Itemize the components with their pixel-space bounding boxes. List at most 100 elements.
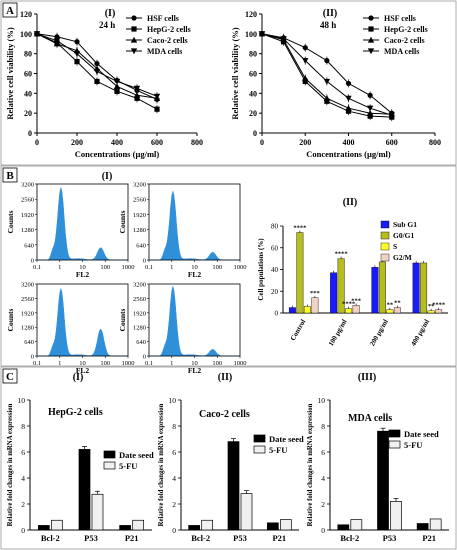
category-label: P53	[383, 533, 397, 543]
x-tick-label: 200	[71, 138, 83, 147]
bar-date-seed	[377, 430, 389, 531]
x-tick-label: 1000	[234, 360, 247, 367]
y-tick-label: 80	[271, 223, 279, 231]
legend-swatch	[380, 220, 390, 229]
bar-date-seed	[37, 525, 50, 531]
bar-5-fu	[240, 493, 253, 531]
category-label: P53	[84, 533, 98, 543]
y-axis-label: Counts	[118, 210, 127, 233]
y-axis-label: Counts	[6, 210, 15, 233]
legend-marker	[368, 15, 374, 21]
y-tick-label: 0	[31, 354, 34, 361]
legend-marker	[368, 26, 374, 32]
data-point	[280, 36, 287, 42]
y-tick-label: 6	[21, 448, 25, 457]
legend-label: MDA cells	[384, 47, 419, 56]
data-point	[345, 80, 352, 87]
legend-marker	[367, 48, 375, 55]
bar-s	[427, 310, 435, 314]
legend-marker	[367, 36, 375, 43]
y-tick-label: 60	[249, 70, 257, 79]
y-tick-label: 80	[24, 50, 32, 59]
panel-subtitle: 24 h	[99, 20, 115, 30]
x-axis-label: FL2	[188, 366, 202, 375]
y-tick-label: 100	[245, 30, 257, 39]
x-axis-label: Concentrations (µg/ml)	[75, 149, 160, 159]
bar-g2-m	[311, 297, 319, 314]
y-tick-label: 4	[172, 474, 176, 483]
histogram-2: 0 640 1280 1920 2560 3200 0.1 1 10 100 1000 FL2 Coun…	[118, 182, 247, 280]
bar-sub-g1	[412, 262, 420, 314]
legend-label: MDA cells	[147, 47, 182, 56]
panel-a-frame	[0, 0, 457, 166]
data-point	[323, 95, 331, 101]
significance-label: ****	[342, 301, 355, 308]
y-tick-label: 40	[271, 266, 279, 274]
x-tick-label: 0	[260, 138, 264, 147]
legend-label: HepG-2 cells	[147, 25, 191, 34]
legend-marker	[131, 15, 137, 21]
y-tick-label: 0	[21, 526, 25, 535]
significance-label: ***	[351, 297, 361, 304]
significance-label: **	[394, 300, 401, 307]
bar-date-seed	[119, 525, 132, 531]
y-tick-label: 3200	[21, 282, 34, 289]
y-tick-label: 10	[18, 396, 26, 405]
data-point	[367, 92, 373, 98]
legend-label: HSF cells	[384, 14, 416, 23]
y-tick-label: 10	[169, 396, 177, 405]
x-tick-label: 800	[191, 138, 203, 147]
y-tick-label: 40	[24, 89, 32, 98]
y-tick-label: 0	[321, 526, 325, 535]
data-point	[302, 45, 308, 51]
bar-s	[303, 306, 311, 314]
significance-label: **	[387, 302, 394, 309]
y-axis-label: Relative fold changes in mRNA expression	[307, 403, 314, 526]
chart-title: HepG-2 cells	[48, 407, 103, 418]
legend-swatch	[103, 450, 116, 459]
x-tick-label: 0.1	[33, 264, 41, 271]
y-tick-label: 2	[321, 500, 325, 509]
significance-label: ****	[432, 302, 445, 309]
bar-g2-m	[435, 309, 443, 314]
data-point	[94, 60, 100, 67]
y-tick-label: 4	[321, 474, 325, 483]
panel-label: (I)	[102, 171, 113, 182]
legend-label: Caco-2 cells	[147, 36, 188, 45]
x-tick-label: 1000	[122, 264, 135, 271]
y-tick-label: 4	[21, 474, 25, 483]
x-tick-label: 100	[100, 360, 110, 367]
bar-g0-g1	[420, 262, 428, 314]
y-axis-label: Relative cell viability (%)	[230, 27, 240, 119]
data-point	[113, 78, 121, 85]
histogram-1: 0 640 1280 1920 2560 3200 0.1 1 10 100 1000 FL2 Coun…	[6, 182, 135, 280]
category-label: P21	[272, 533, 286, 543]
data-point	[366, 109, 374, 116]
y-axis-label: Relative fold changes in mRNA expression	[7, 403, 14, 526]
y-tick-label: 640	[136, 339, 146, 346]
bar-date-seed	[227, 441, 240, 531]
legend-label: 5-FU	[119, 461, 137, 471]
y-tick-label: 60	[271, 244, 279, 252]
bar-5-fu	[132, 519, 145, 531]
x-axis-label: FL2	[188, 270, 202, 279]
x-tick-label: 1	[170, 360, 173, 367]
y-tick-label: 2	[21, 500, 25, 509]
y-tick-label: 0	[143, 354, 146, 361]
data-point	[153, 93, 161, 100]
x-axis-label: FL2	[76, 366, 90, 375]
line-chart-a-i: 0 20 40 60 80 100 120 0 200 400 600 800 Concentratio…	[5, 8, 203, 159]
data-point	[366, 105, 374, 112]
x-tick-label: 600	[151, 138, 163, 147]
bar-date-seed	[78, 449, 91, 531]
y-tick-label: 640	[136, 242, 146, 249]
bar-sub-g1	[371, 267, 379, 314]
y-tick-label: 20	[24, 109, 32, 118]
y-tick-label: 1280	[21, 325, 34, 332]
bar-date-seed	[188, 525, 201, 531]
x-tick-label: 400	[343, 138, 355, 147]
line-chart-a-ii: 0 20 40 60 80 100 120 0 200 400 600 800 Concentratio…	[230, 8, 441, 159]
y-tick-label: 120	[20, 10, 32, 19]
bar-date-seed	[266, 522, 279, 531]
bar-date-seed	[337, 524, 350, 531]
